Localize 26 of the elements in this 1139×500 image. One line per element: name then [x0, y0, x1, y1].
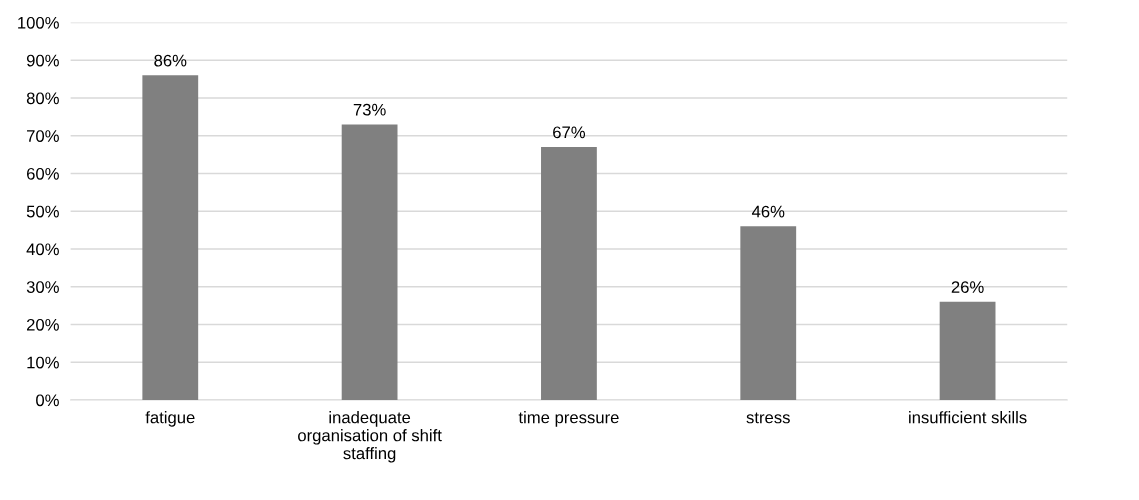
x-tick-label: insufficient skills — [909, 411, 1027, 424]
y-tick-label: 10% — [27, 356, 59, 369]
data-label: 26% — [951, 281, 984, 293]
y-tick-label: 20% — [26, 318, 59, 331]
bar — [541, 147, 597, 400]
y-tick-label: 90% — [26, 54, 59, 67]
y-tick-label: 40% — [26, 243, 59, 256]
y-tick-label: 30% — [26, 281, 59, 293]
data-label: 73% — [353, 103, 386, 116]
y-tick-label: 70% — [27, 130, 59, 142]
x-tick-label: time pressure — [518, 411, 619, 427]
data-label: 86% — [154, 54, 187, 67]
x-tick-label: inadequate organisation of shift staffing — [298, 411, 442, 463]
data-label: 67% — [553, 126, 586, 139]
y-tick-label: 80% — [26, 92, 59, 105]
data-label: 46% — [751, 205, 785, 218]
bar — [341, 124, 398, 400]
x-tick-label: stress — [746, 412, 790, 424]
y-tick-label: 0% — [36, 394, 59, 407]
bar — [142, 75, 199, 400]
bar — [939, 301, 996, 400]
bar — [740, 226, 797, 400]
y-tick-label: 50% — [26, 205, 59, 218]
y-tick-label: 100% — [18, 16, 59, 29]
x-tick-label: fatigue — [145, 411, 195, 427]
y-tick-label: 60% — [27, 167, 59, 180]
